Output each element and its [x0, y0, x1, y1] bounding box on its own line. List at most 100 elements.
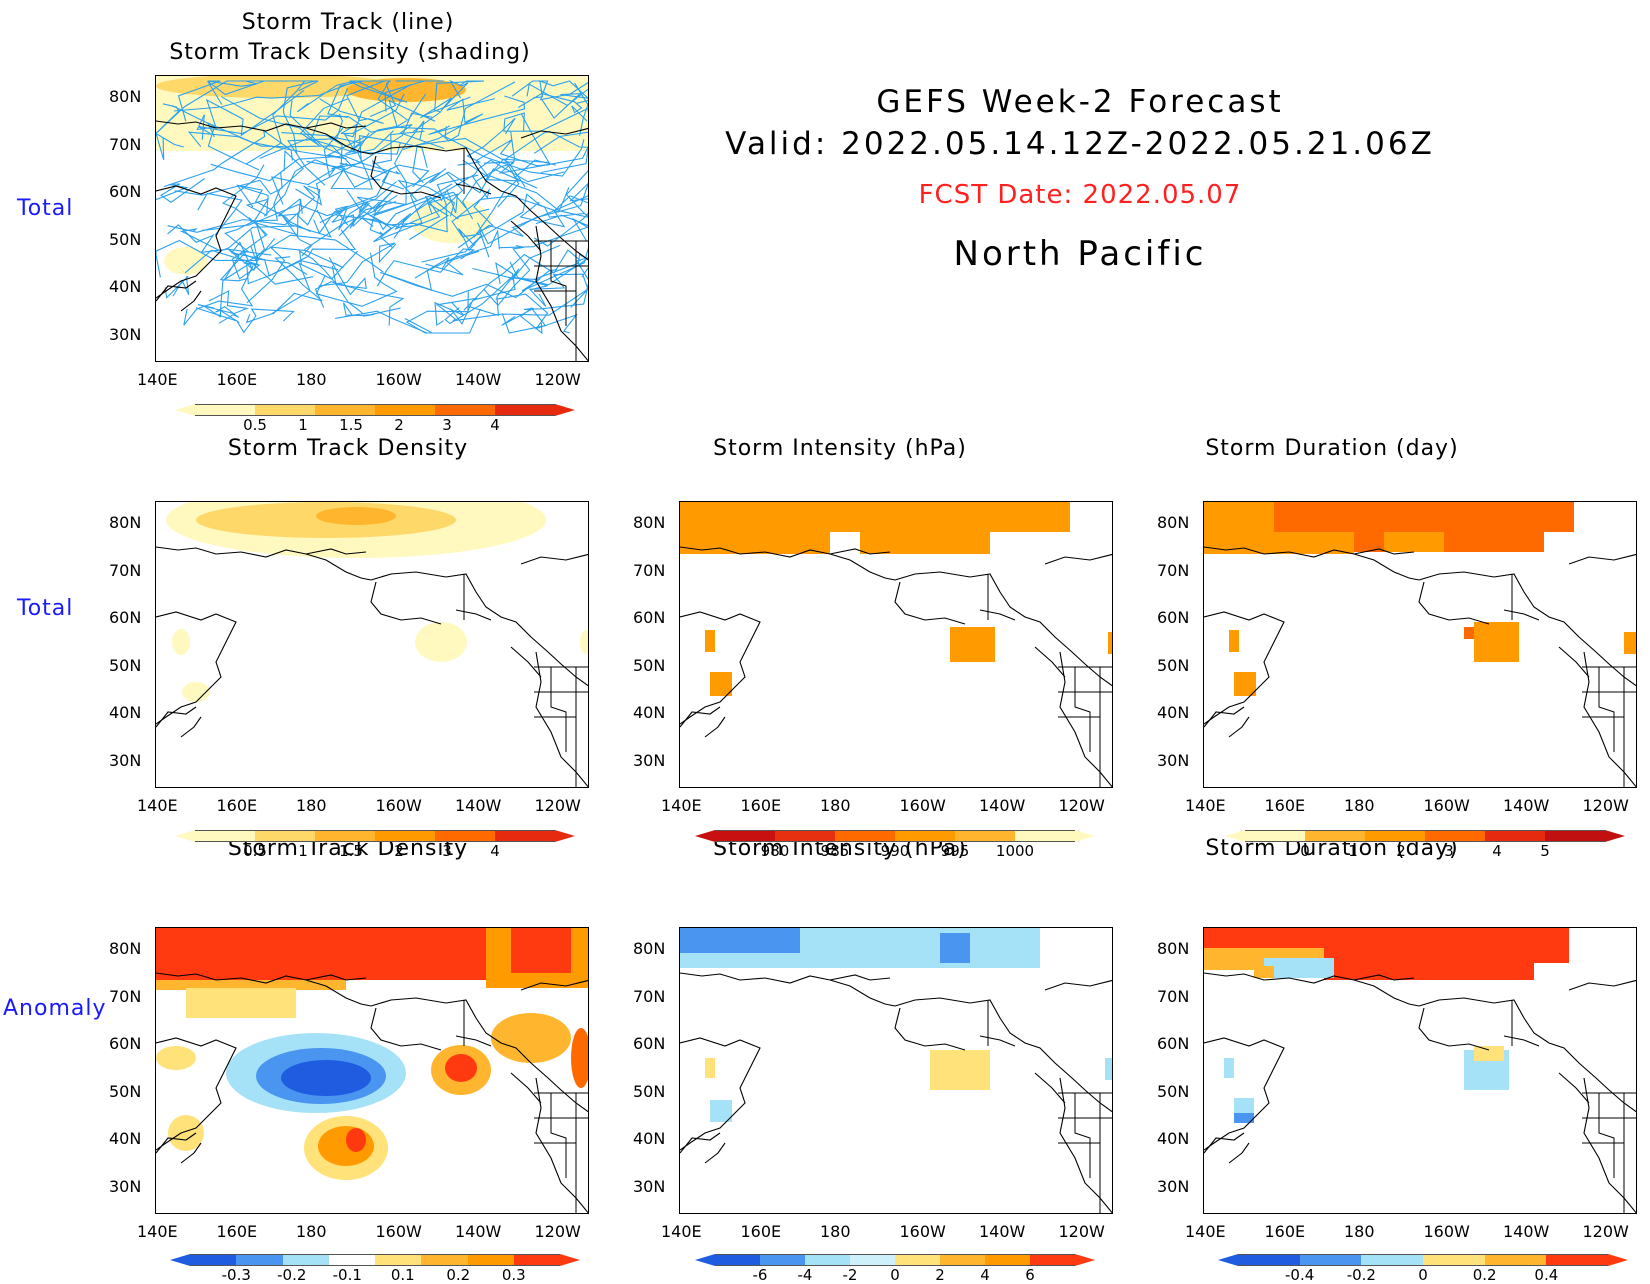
storm-track-line: [210, 130, 394, 182]
colorbar-swatch: [195, 830, 255, 842]
longitude-label: 180: [820, 796, 851, 815]
coastline: [156, 120, 367, 132]
colorbar-tick-label: 1000: [995, 842, 1035, 860]
shading-region: [1105, 1058, 1112, 1080]
coastline: [156, 611, 237, 725]
coastline: [979, 609, 1016, 621]
latitude-label: 30N: [109, 324, 142, 344]
storm-track-line: [434, 297, 478, 327]
longitude-label: 160W: [899, 1222, 946, 1241]
shading-region: [950, 627, 995, 662]
storm-track-line: [346, 168, 447, 243]
coastline: [180, 1142, 202, 1164]
coastline: [680, 1037, 761, 1151]
latitude-label: 80N: [1157, 939, 1190, 958]
longitude-label: 160W: [1423, 796, 1470, 815]
storm-track-line: [156, 80, 302, 148]
panel2-title: Storm Track Density: [227, 436, 469, 461]
latitude-label: 70N: [109, 986, 142, 1006]
storm-track-line: [414, 250, 480, 279]
colorbar-tick-label: -0.3: [221, 1266, 251, 1284]
longitude-label: 120W: [1582, 1222, 1629, 1241]
latitude-label: 60N: [109, 608, 142, 627]
longitude-label: 140E: [137, 1222, 178, 1241]
colorbar-tick-label: 1: [298, 416, 308, 434]
storm-track-line: [503, 107, 588, 132]
storm-track-line: [310, 115, 445, 150]
colorbar-swatch: [985, 1254, 1030, 1266]
map-duration-anomaly: [1203, 927, 1637, 1214]
storm-track-line: [376, 248, 476, 287]
latitude-label: 50N: [1157, 1081, 1190, 1101]
colorbar-tick-label: 3: [1444, 842, 1454, 860]
storm-track-line: [295, 112, 433, 206]
colorbar-tick-label: 1.5: [339, 416, 363, 434]
coastline: [680, 1132, 721, 1154]
storm-track-line: [477, 182, 588, 245]
row-label-total-middle: Total: [17, 596, 74, 621]
forecast-title: GEFS Week-2 Forecast: [876, 84, 1284, 120]
coastline: [510, 646, 542, 678]
storm-track-line: [245, 250, 358, 324]
storm-track-line: [177, 80, 257, 122]
colorbar-arrow: [555, 830, 575, 842]
coastline: [156, 185, 237, 299]
storm-track-line: [156, 178, 205, 203]
latitude-label: 50N: [633, 655, 666, 675]
coastline: [455, 1035, 492, 1047]
storm-track-line: [412, 80, 484, 132]
map-canvas: [1204, 928, 1636, 1213]
colorbar-tick-label: -4: [797, 1266, 813, 1284]
colorbar-tick-label: 2: [394, 416, 404, 434]
latitude-label: 40N: [1157, 703, 1190, 722]
coastline: [829, 979, 896, 1007]
storm-track-line: [163, 129, 293, 188]
longitude-label: 160E: [740, 796, 782, 815]
coastline: [156, 972, 367, 984]
coastline: [1059, 651, 1112, 787]
latitude-label: 80N: [109, 939, 142, 958]
colorbar-tick-label: 1: [298, 842, 308, 860]
storm-track-line: [315, 252, 398, 307]
storm-track-line: [195, 307, 295, 334]
coastline: [829, 553, 896, 581]
colorbar-tick-label: 0.5: [243, 416, 267, 434]
valid-period: Valid: 2022.05.14.12Z-2022.05.21.06Z: [725, 126, 1435, 162]
latitude-label: 70N: [109, 134, 142, 154]
colorbar-swatch: [1545, 830, 1605, 842]
storm-track-line: [198, 88, 349, 135]
colorbar-swatch: [375, 1254, 422, 1266]
panel1-title-line2: Storm Track Density (shading): [169, 40, 531, 65]
storm-track-line: [437, 288, 588, 322]
shading-region: [445, 1054, 477, 1082]
latitude-label: 30N: [109, 1176, 142, 1196]
colorbar-swatch: [835, 830, 895, 842]
storm-track-line: [272, 256, 323, 315]
latitude-label: 70N: [1157, 986, 1190, 1006]
storm-track-line: [462, 131, 516, 220]
coastline: [894, 571, 1112, 687]
colorbar-tick-label: 990: [880, 842, 910, 860]
colorbar-arrow: [1218, 1254, 1238, 1266]
storm-track-line: [471, 174, 494, 258]
latitude-label: 70N: [633, 560, 666, 580]
shading-region: [156, 980, 346, 990]
latitude-label: 40N: [633, 1129, 666, 1148]
map-track-density-anomaly: [155, 927, 589, 1214]
latitude-label: 70N: [633, 986, 666, 1006]
storm-track-line: [223, 249, 308, 281]
coastline: [1558, 646, 1590, 678]
storm-track-line: [478, 193, 585, 240]
latitude-label: 80N: [633, 939, 666, 958]
colorbar-swatch: [375, 404, 435, 416]
colorbar-tick-label: 0.5: [243, 842, 267, 860]
coastline: [1044, 553, 1112, 565]
longitude-label: 140W: [1503, 1222, 1550, 1241]
latitude-label: 40N: [109, 1129, 142, 1148]
shading-region: [571, 1028, 588, 1088]
storm-track-line: [540, 82, 588, 174]
colorbar-tick-label: 0: [890, 1266, 900, 1284]
longitude-label: 180: [820, 1222, 851, 1241]
storm-track-line: [402, 98, 496, 151]
latitude-label: 80N: [109, 87, 142, 106]
